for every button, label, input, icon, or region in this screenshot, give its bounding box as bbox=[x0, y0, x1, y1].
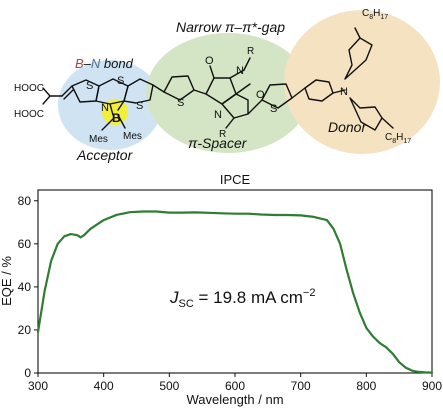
boron-label: B bbox=[112, 111, 121, 125]
x-tick-label: 800 bbox=[356, 379, 376, 393]
plot-frame bbox=[37, 189, 433, 374]
mes-left-label: Mes bbox=[89, 134, 108, 145]
sulfur-label-2: S bbox=[117, 75, 124, 87]
sulfur-label-1: S bbox=[86, 80, 93, 92]
series-layer bbox=[36, 210, 434, 374]
y-axis-label: EQE / % bbox=[0, 256, 14, 306]
y-tick-label: 60 bbox=[18, 237, 32, 251]
x-tick-label: 600 bbox=[225, 379, 245, 393]
o-top-label: O bbox=[205, 55, 214, 67]
x-tick-label: 500 bbox=[159, 379, 179, 393]
spacer-region bbox=[146, 33, 310, 153]
jsc-annotation: JSC = 19.8 mA cm−2 bbox=[169, 287, 315, 310]
molecule-bonds bbox=[42, 27, 394, 131]
x-axis-label: Wavelength / nm bbox=[186, 392, 283, 407]
hooc-top-label: HOOC bbox=[14, 83, 44, 94]
x-tick-label: 400 bbox=[94, 379, 114, 393]
sulfur-label-4: S bbox=[177, 97, 184, 109]
amine-n-label: N bbox=[340, 86, 348, 98]
x-tick-label: 700 bbox=[291, 379, 311, 393]
acceptor-label: Acceptor bbox=[76, 147, 134, 163]
mes-right-label: Mes bbox=[123, 131, 142, 142]
chart-title: IPCE bbox=[220, 172, 251, 187]
donor-region bbox=[284, 10, 440, 154]
r-top-label: R bbox=[247, 46, 254, 57]
y-tick-label: 0 bbox=[24, 366, 31, 380]
c8h17-bottom-label: C8H17 bbox=[385, 132, 411, 145]
y-tick-label: 80 bbox=[18, 194, 32, 208]
y-tick-label: 40 bbox=[18, 280, 32, 294]
sulfur-label-5: S bbox=[270, 103, 277, 115]
o-bottom-label: O bbox=[256, 89, 265, 101]
x-tick-label: 300 bbox=[28, 379, 48, 393]
nitrogen-boron-label: N bbox=[101, 102, 109, 114]
y-tick-label: 20 bbox=[18, 323, 32, 337]
r-bottom-label: R bbox=[219, 129, 226, 140]
axis-ticks: 300 400 500 600 700 800 900 0 20 40 60 80 bbox=[18, 194, 443, 393]
ipce-series-line bbox=[36, 210, 434, 374]
bond-label: B–N bond bbox=[75, 56, 134, 71]
hooc-bottom-label: HOOC bbox=[14, 109, 44, 120]
c8h17-top-label: C8H17 bbox=[362, 8, 388, 21]
spacer-label: π-Spacer bbox=[188, 135, 248, 151]
molecule-scheme: HOOC HOOC S S S S S N B Mes Mes N N R R … bbox=[14, 8, 440, 163]
gap-label: Narrow π–π*-gap bbox=[176, 19, 285, 35]
atom-labels: HOOC HOOC S S S S S N B Mes Mes N N R R … bbox=[14, 8, 411, 145]
x-tick-label: 900 bbox=[422, 379, 442, 393]
dpp-n-bottom-label: N bbox=[214, 109, 222, 121]
dpp-n-top-label: N bbox=[236, 65, 244, 77]
ipce-chart: IPCE 300 400 500 600 700 800 900 0 20 40 60 80 JSC … bbox=[0, 172, 442, 407]
donor-label: Donor bbox=[328, 119, 367, 135]
sulfur-label-3: S bbox=[136, 100, 143, 112]
